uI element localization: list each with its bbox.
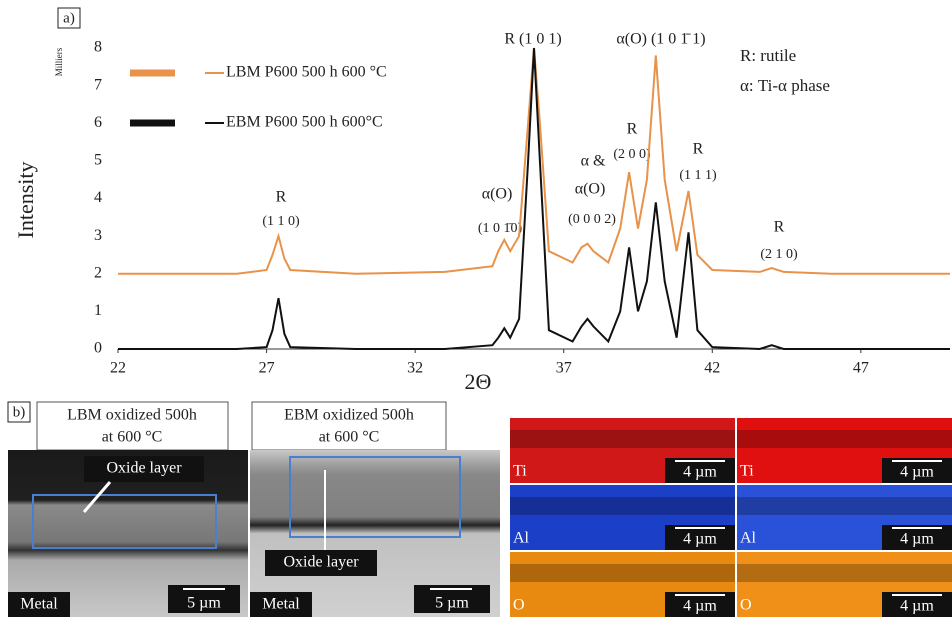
y-tick-label: 5 <box>94 152 102 169</box>
annotation: R <box>693 141 704 158</box>
annotation: (2 1 0) <box>760 247 798 262</box>
legend-label: EBM P600 500 h 600°C <box>226 114 383 131</box>
annotation: (1 1 0) <box>262 214 300 229</box>
label-bg <box>250 592 312 617</box>
eds-band <box>737 497 952 515</box>
element-label: O <box>740 597 752 614</box>
sem-label: Metal <box>262 596 300 613</box>
y-tick-label: 7 <box>94 76 102 93</box>
element-label: Al <box>513 530 530 547</box>
x-tick-label: 47 <box>853 360 869 377</box>
caption-box <box>36 401 229 451</box>
x-tick-label: 37 <box>556 360 572 377</box>
series-line <box>118 47 950 275</box>
sem-label: Oxide layer <box>106 460 182 477</box>
x-tick-label: 27 <box>259 360 275 377</box>
panel-box <box>7 401 31 423</box>
legend-label: LBM P600 500 h 600 °C <box>226 64 387 81</box>
plot: 0 1 2 3 4 5 6 7 8 22 27 32 37 42 47 LBM P600 500 h 600 … <box>94 39 950 377</box>
panel-label: b) <box>13 404 26 420</box>
roi-box <box>32 494 217 549</box>
y-tick-label: 4 <box>94 189 102 206</box>
sem-label: Oxide layer <box>283 554 359 571</box>
scale-label: 4 µm <box>683 598 717 615</box>
y-axis-label: Intensity <box>13 162 38 239</box>
annotation: R (1 0 1) <box>504 31 561 48</box>
label-bg <box>665 592 735 617</box>
eds-band <box>737 430 952 448</box>
caption: LBM oxidized 500h <box>67 407 197 424</box>
scale-label: 4 µm <box>900 598 934 615</box>
annotation: (0 0 0 2) <box>568 212 616 227</box>
y-tick-label: 8 <box>94 39 102 56</box>
scale-label: 4 µm <box>900 531 934 548</box>
panel-label: a) <box>63 10 75 26</box>
element-label: O <box>513 597 525 614</box>
roi-box <box>289 456 461 538</box>
arrow <box>82 481 112 513</box>
y-tick-label: 1 <box>94 302 102 319</box>
series-line <box>118 47 950 350</box>
label-bg <box>665 525 735 550</box>
eds-maps: Ti 4 µm Ti 4 µm Al 4 µm Al 4 µm O 4 µm O 4 µm <box>510 418 952 617</box>
caption: at 600 °C <box>319 429 380 446</box>
scale-label: 4 µm <box>683 531 717 548</box>
eds-band <box>510 564 735 582</box>
scale-label: 5 µm <box>187 595 221 612</box>
label-bg <box>8 592 70 617</box>
element-label: Al <box>740 530 757 547</box>
scale-label: 4 µm <box>683 464 717 481</box>
series-lines <box>118 47 950 350</box>
caption: EBM oxidized 500h <box>284 407 414 424</box>
y-tick-label: 0 <box>94 340 102 357</box>
eds-band <box>737 564 952 582</box>
x-tick-label: 22 <box>110 360 126 377</box>
sem-label: Metal <box>20 596 58 613</box>
eds-band <box>510 497 735 515</box>
label-bg <box>882 592 952 617</box>
caption: at 600 °C <box>102 429 163 446</box>
x-tick-label: 32 <box>407 360 423 377</box>
y-unit: Milliers <box>54 47 64 76</box>
label-bg <box>84 456 204 482</box>
annotation: R <box>276 189 287 206</box>
scale-label: 4 µm <box>900 464 934 481</box>
eds-band <box>510 430 735 448</box>
y-tick-label: 3 <box>94 227 102 244</box>
y-tick-label: 6 <box>94 114 102 131</box>
annotation: (1 0 1̄0) <box>478 221 523 236</box>
annotation: α(O) <box>482 186 513 203</box>
element-label: Ti <box>740 463 754 480</box>
element-label: Ti <box>513 463 527 480</box>
annotation: α(O) <box>575 181 606 198</box>
annotation: R <box>774 219 785 236</box>
annotation: R <box>627 121 638 138</box>
scale-label: 5 µm <box>435 595 469 612</box>
annotations: R (1 1 0) α(O) (1 0 1̄0) R (1 0 1) α(O) … <box>262 31 798 263</box>
label-bg <box>882 525 952 550</box>
panel-box <box>57 7 81 29</box>
y-tick-label: 2 <box>94 264 102 281</box>
key: R: rutile <box>740 46 796 65</box>
x-axis-label: 2Θ <box>465 369 492 394</box>
x-tick-label: 42 <box>704 360 720 377</box>
annotation: α(O) (1 0 1̄ 1) <box>616 31 705 48</box>
label-bg <box>265 550 377 576</box>
annotation: (1 1 1) <box>679 168 717 183</box>
label-bg <box>882 458 952 483</box>
label-bg <box>665 458 735 483</box>
annotation: α & <box>581 153 606 170</box>
annotation: (2 0 0) <box>613 147 651 162</box>
key: α: Ti-α phase <box>740 76 830 95</box>
caption-box <box>251 401 447 451</box>
